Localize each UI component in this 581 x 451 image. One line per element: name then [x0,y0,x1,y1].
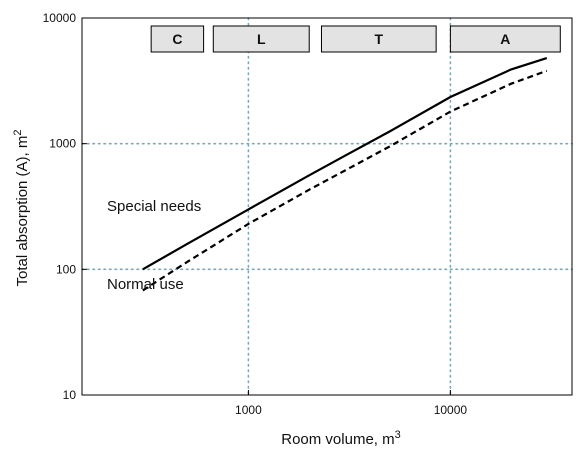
y-tick-label: 10000 [43,11,77,25]
series-label-normal-use: Normal use [107,276,184,293]
x-tick-label: 10000 [434,403,468,417]
series-label-special-needs: Special needs [107,198,201,215]
band-label: A [500,31,510,47]
band-t: T [320,25,437,53]
band-a: A [449,25,561,53]
band-box [150,25,205,53]
band-l: L [212,25,310,53]
band-label: L [257,31,266,47]
grid-lines [81,17,573,396]
y-tick-label: 10 [63,388,77,402]
band-box [212,25,310,53]
x-tick-label: 1000 [235,403,262,417]
band-box [449,25,561,53]
band-label: C [172,31,182,47]
band-label: T [375,31,384,47]
band-box [320,25,437,53]
plot-frame [81,17,573,396]
series-lines [142,57,548,292]
y-axis-title: Total absorption (A), m2 [12,129,31,286]
y-tick-label: 1000 [49,137,76,151]
y-tick-label: 100 [56,262,76,276]
axis-ticks: 10 100 1000 10000 1000 10000 [43,11,468,417]
series-line-special-needs [142,57,548,271]
series-line-normal-use [142,69,548,292]
x-axis-title: Room volume, m3 [281,429,401,448]
band-c: C [150,25,205,53]
